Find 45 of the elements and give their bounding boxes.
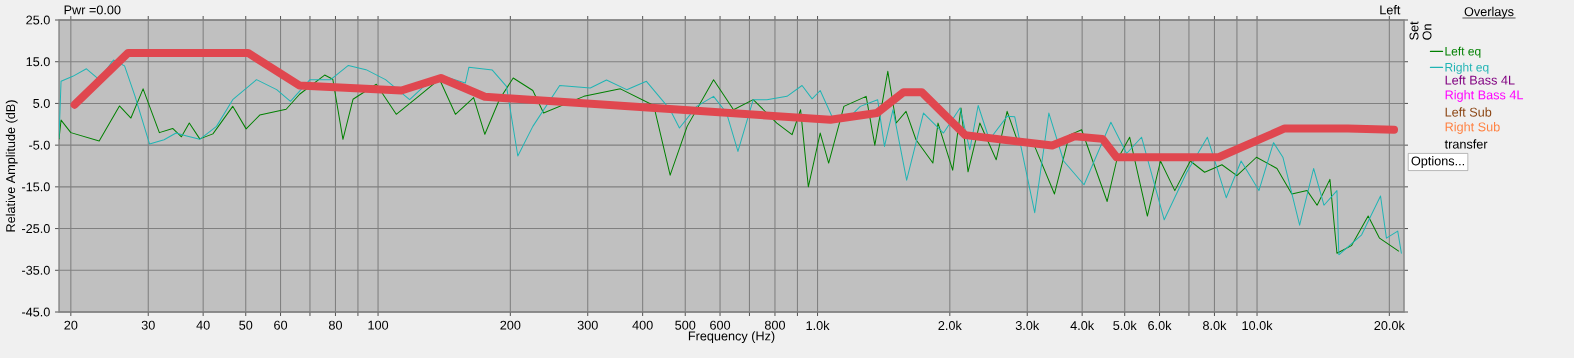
x-tick-label: 30: [141, 320, 155, 330]
x-tick-label: 100: [368, 320, 389, 330]
y-tick-label: -15.0: [22, 182, 50, 192]
x-tick-label: 2.0k: [938, 320, 962, 331]
y-tick-label: 5.0: [33, 98, 50, 108]
y-tick-label: 25.0: [26, 15, 50, 25]
y-tick-label: -35.0: [22, 265, 50, 275]
x-tick-label: 8.0k: [1203, 320, 1227, 331]
x-tick-label: 40: [196, 320, 210, 330]
x-tick-label: 600: [710, 320, 731, 330]
y-tick-label: -5.0: [29, 140, 50, 150]
x-tick-label: 1.0k: [806, 320, 830, 331]
legend-label: Right eq: [1445, 62, 1489, 74]
text: Overlays: [1464, 6, 1514, 19]
x-tick-label: 60: [274, 320, 288, 330]
text: Pwr =0.00: [64, 5, 121, 15]
text: On: [1422, 24, 1432, 40]
x-tick-label: 5.0k: [1113, 320, 1137, 331]
text: Options...: [1411, 156, 1464, 168]
text: Left Sub: [1445, 107, 1492, 117]
text: Set: [1409, 21, 1419, 40]
x-tick-label: 20.0k: [1374, 320, 1405, 331]
text: Left Bass 4L: [1445, 75, 1515, 85]
x-tick-label: 3.0k: [1015, 320, 1040, 331]
y-tick-label: 15.0: [26, 57, 50, 67]
text: transfer: [1444, 139, 1488, 149]
legend-label: Left eq: [1445, 46, 1481, 58]
x-tick-label: 6.0k: [1148, 320, 1172, 331]
x-tick-label: 300: [577, 320, 598, 330]
x-tick-label: 50: [239, 320, 253, 330]
x-tick-label: 200: [500, 320, 521, 330]
y-tick-label: -45.0: [22, 307, 50, 317]
x-tick-label: 80: [328, 320, 343, 330]
x-tick-label: 4.0k: [1070, 320, 1095, 331]
x-tick-label: 800: [764, 320, 786, 330]
x-axis-title: Frequency (Hz): [688, 331, 775, 343]
y-tick-label: -25.0: [22, 224, 50, 234]
text: Left: [1380, 5, 1401, 15]
text: Right Sub: [1445, 122, 1500, 134]
x-tick-label: 10.0k: [1242, 320, 1273, 331]
x-tick-label: 20: [64, 320, 78, 330]
x-tick-label: 400: [632, 320, 653, 330]
text: Right Bass 4L: [1445, 90, 1524, 102]
x-tick-label: 500: [675, 320, 696, 330]
y-axis-title: Relative Amplitude (dB): [5, 100, 18, 232]
